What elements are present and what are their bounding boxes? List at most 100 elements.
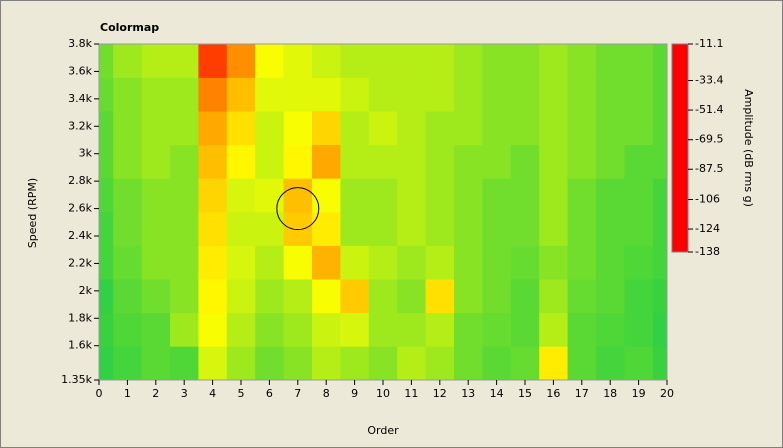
colorbar-tick-label: -11.1 [695, 37, 723, 50]
cell [482, 44, 512, 78]
cell [255, 111, 284, 146]
y-tick-label: 3.4k [68, 92, 92, 105]
cell [539, 346, 568, 380]
cell [624, 144, 654, 179]
cell [255, 212, 284, 246]
cell [99, 279, 114, 314]
cell [141, 245, 171, 280]
cell [283, 212, 313, 246]
cell [539, 77, 568, 112]
cell [567, 44, 597, 78]
cell [99, 77, 114, 112]
x-tick-label: 3 [181, 387, 188, 400]
x-axis-label: Order [367, 424, 399, 437]
cell [539, 212, 568, 246]
cell [312, 212, 341, 246]
cell [226, 111, 256, 146]
cell [170, 312, 199, 347]
cell [368, 178, 398, 213]
cell [113, 212, 142, 246]
cell [312, 245, 341, 280]
cell [596, 178, 625, 213]
x-tick-label: 0 [96, 387, 103, 400]
cell [596, 346, 625, 380]
cell [141, 346, 171, 380]
cell [340, 212, 370, 246]
cell [283, 111, 313, 146]
cell [198, 44, 228, 78]
cell [312, 77, 341, 112]
cell [99, 44, 114, 78]
cell [198, 245, 228, 280]
cell [113, 144, 142, 179]
cell [624, 44, 654, 78]
cell [510, 144, 540, 179]
cell [425, 178, 455, 213]
cell [567, 346, 597, 380]
cell [624, 346, 654, 380]
cell [141, 279, 171, 314]
cell [113, 279, 142, 314]
cell [368, 77, 398, 112]
cell [198, 312, 228, 347]
y-tick-label: 2.4k [68, 229, 92, 242]
cell [99, 144, 114, 179]
y-tick-label: 3.8k [68, 37, 92, 50]
colorbar-tick-label: -106 [695, 193, 720, 206]
cell [99, 178, 114, 213]
cell [567, 312, 597, 347]
cell [567, 178, 597, 213]
cell [113, 44, 142, 78]
cell [567, 279, 597, 314]
cell [368, 279, 398, 314]
cell [283, 279, 313, 314]
cell [340, 178, 370, 213]
cell [283, 144, 313, 179]
cell [170, 178, 199, 213]
cell [226, 346, 256, 380]
cell [596, 312, 625, 347]
cell [283, 77, 313, 112]
cell [340, 144, 370, 179]
cell [454, 346, 483, 380]
cell [510, 77, 540, 112]
cell [170, 44, 199, 78]
colorbar-tick-label: -124 [695, 222, 720, 235]
cell [539, 178, 568, 213]
cell [567, 212, 597, 246]
cell [397, 44, 426, 78]
x-tick-label: 20 [660, 387, 674, 400]
cell [113, 245, 142, 280]
cell [340, 346, 370, 380]
cell [368, 111, 398, 146]
y-tick-label: 1.35k [61, 373, 92, 386]
cell [539, 312, 568, 347]
cell [170, 77, 199, 112]
cell [99, 346, 114, 380]
cell [510, 212, 540, 246]
cell [652, 245, 667, 280]
x-tick-label: 11 [404, 387, 418, 400]
cell [652, 279, 667, 314]
cell [340, 245, 370, 280]
cell [425, 312, 455, 347]
cell [113, 346, 142, 380]
cell [510, 346, 540, 380]
cell [368, 212, 398, 246]
cell [312, 312, 341, 347]
cell [255, 178, 284, 213]
cell [652, 77, 667, 112]
cell [624, 312, 654, 347]
cell [283, 178, 313, 213]
x-tick-label: 7 [294, 387, 301, 400]
cell [397, 346, 426, 380]
cell [397, 144, 426, 179]
cell [226, 312, 256, 347]
cell [198, 346, 228, 380]
x-tick-label: 8 [323, 387, 330, 400]
x-tick-label: 13 [461, 387, 475, 400]
cell [198, 212, 228, 246]
cell [510, 178, 540, 213]
cell [397, 312, 426, 347]
cell [454, 212, 483, 246]
